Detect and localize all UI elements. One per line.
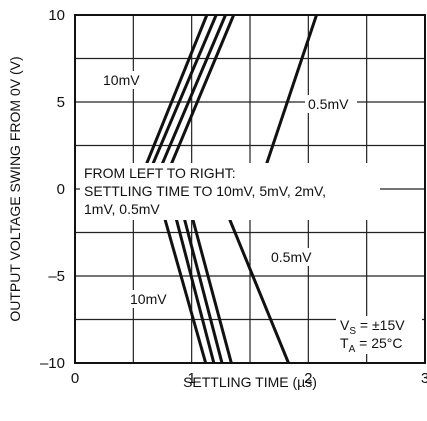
- x-tick-label: 2: [304, 370, 312, 387]
- label-upper-right-05mv: 0.5mV: [308, 96, 349, 112]
- curve-1mv-positive: [158, 14, 236, 192]
- y-tick-label: –10: [40, 355, 65, 372]
- y-tick-label: 0: [57, 181, 65, 198]
- curve-1mv-negative: [187, 206, 233, 364]
- y-tick-labels: –10 –5 0 5 10: [40, 7, 65, 372]
- conditions-ta: TA = 25°C: [340, 335, 402, 355]
- curve-5mv-positive: [140, 14, 218, 192]
- label-lower-right-background: [268, 248, 320, 266]
- legend-text-background: [80, 163, 380, 220]
- y-tick-label: –5: [48, 268, 65, 285]
- y-tick-label: 5: [57, 94, 65, 111]
- label-upper-left-10mv: 10mV: [103, 72, 140, 88]
- annotation-backgrounds: [80, 71, 422, 354]
- curves: [134, 14, 318, 364]
- conditions-vs-sub: S: [349, 326, 356, 337]
- plot-frame: [74, 14, 426, 364]
- curve-2mv-positive: [149, 14, 227, 192]
- x-tick-label: 0: [71, 370, 79, 387]
- label-upper-right-background: [305, 95, 357, 113]
- x-tick-labels: 0 1 2 3: [71, 370, 427, 387]
- y-tick-label: 10: [48, 7, 65, 24]
- x-tick-label: 3: [421, 370, 427, 387]
- label-lower-right-05mv: 0.5mV: [271, 249, 312, 265]
- curve-10mv-negative: [159, 205, 208, 364]
- curve-2mv-negative: [179, 206, 224, 364]
- x-axis-title: SETTLING TIME (µs): [183, 374, 317, 390]
- curve-0-5mv-positive: [256, 14, 318, 190]
- conditions-ta-sub: A: [349, 344, 356, 355]
- conditions-vs-value: = ±15V: [356, 317, 405, 333]
- conditions-ta-value: = 25°C: [355, 335, 402, 351]
- label-lower-left-background: [127, 290, 175, 308]
- legend-text-line-2: SETTLING TIME TO 10mV, 5mV, 2mV,: [84, 183, 326, 199]
- label-upper-left-background: [100, 71, 148, 89]
- curve-0-5mv-negative: [222, 205, 290, 364]
- label-lower-left-10mv: 10mV: [130, 291, 167, 307]
- conditions-background: [336, 316, 422, 354]
- conditions-vs: VS = ±15V: [340, 317, 405, 337]
- y-axis-title: OUTPUT VOLTAGE SWING FROM 0V (V): [7, 56, 23, 321]
- legend-text-line-1: FROM LEFT TO RIGHT:: [84, 165, 236, 181]
- x-tick-label: 1: [187, 370, 195, 387]
- curve-5mv-negative: [171, 206, 216, 364]
- curve-10mv-positive: [134, 14, 209, 192]
- legend-text-line-3: 1mV, 0.5mV: [84, 201, 160, 217]
- conditions-vs-main: V: [340, 317, 350, 333]
- conditions-ta-main: T: [340, 335, 349, 351]
